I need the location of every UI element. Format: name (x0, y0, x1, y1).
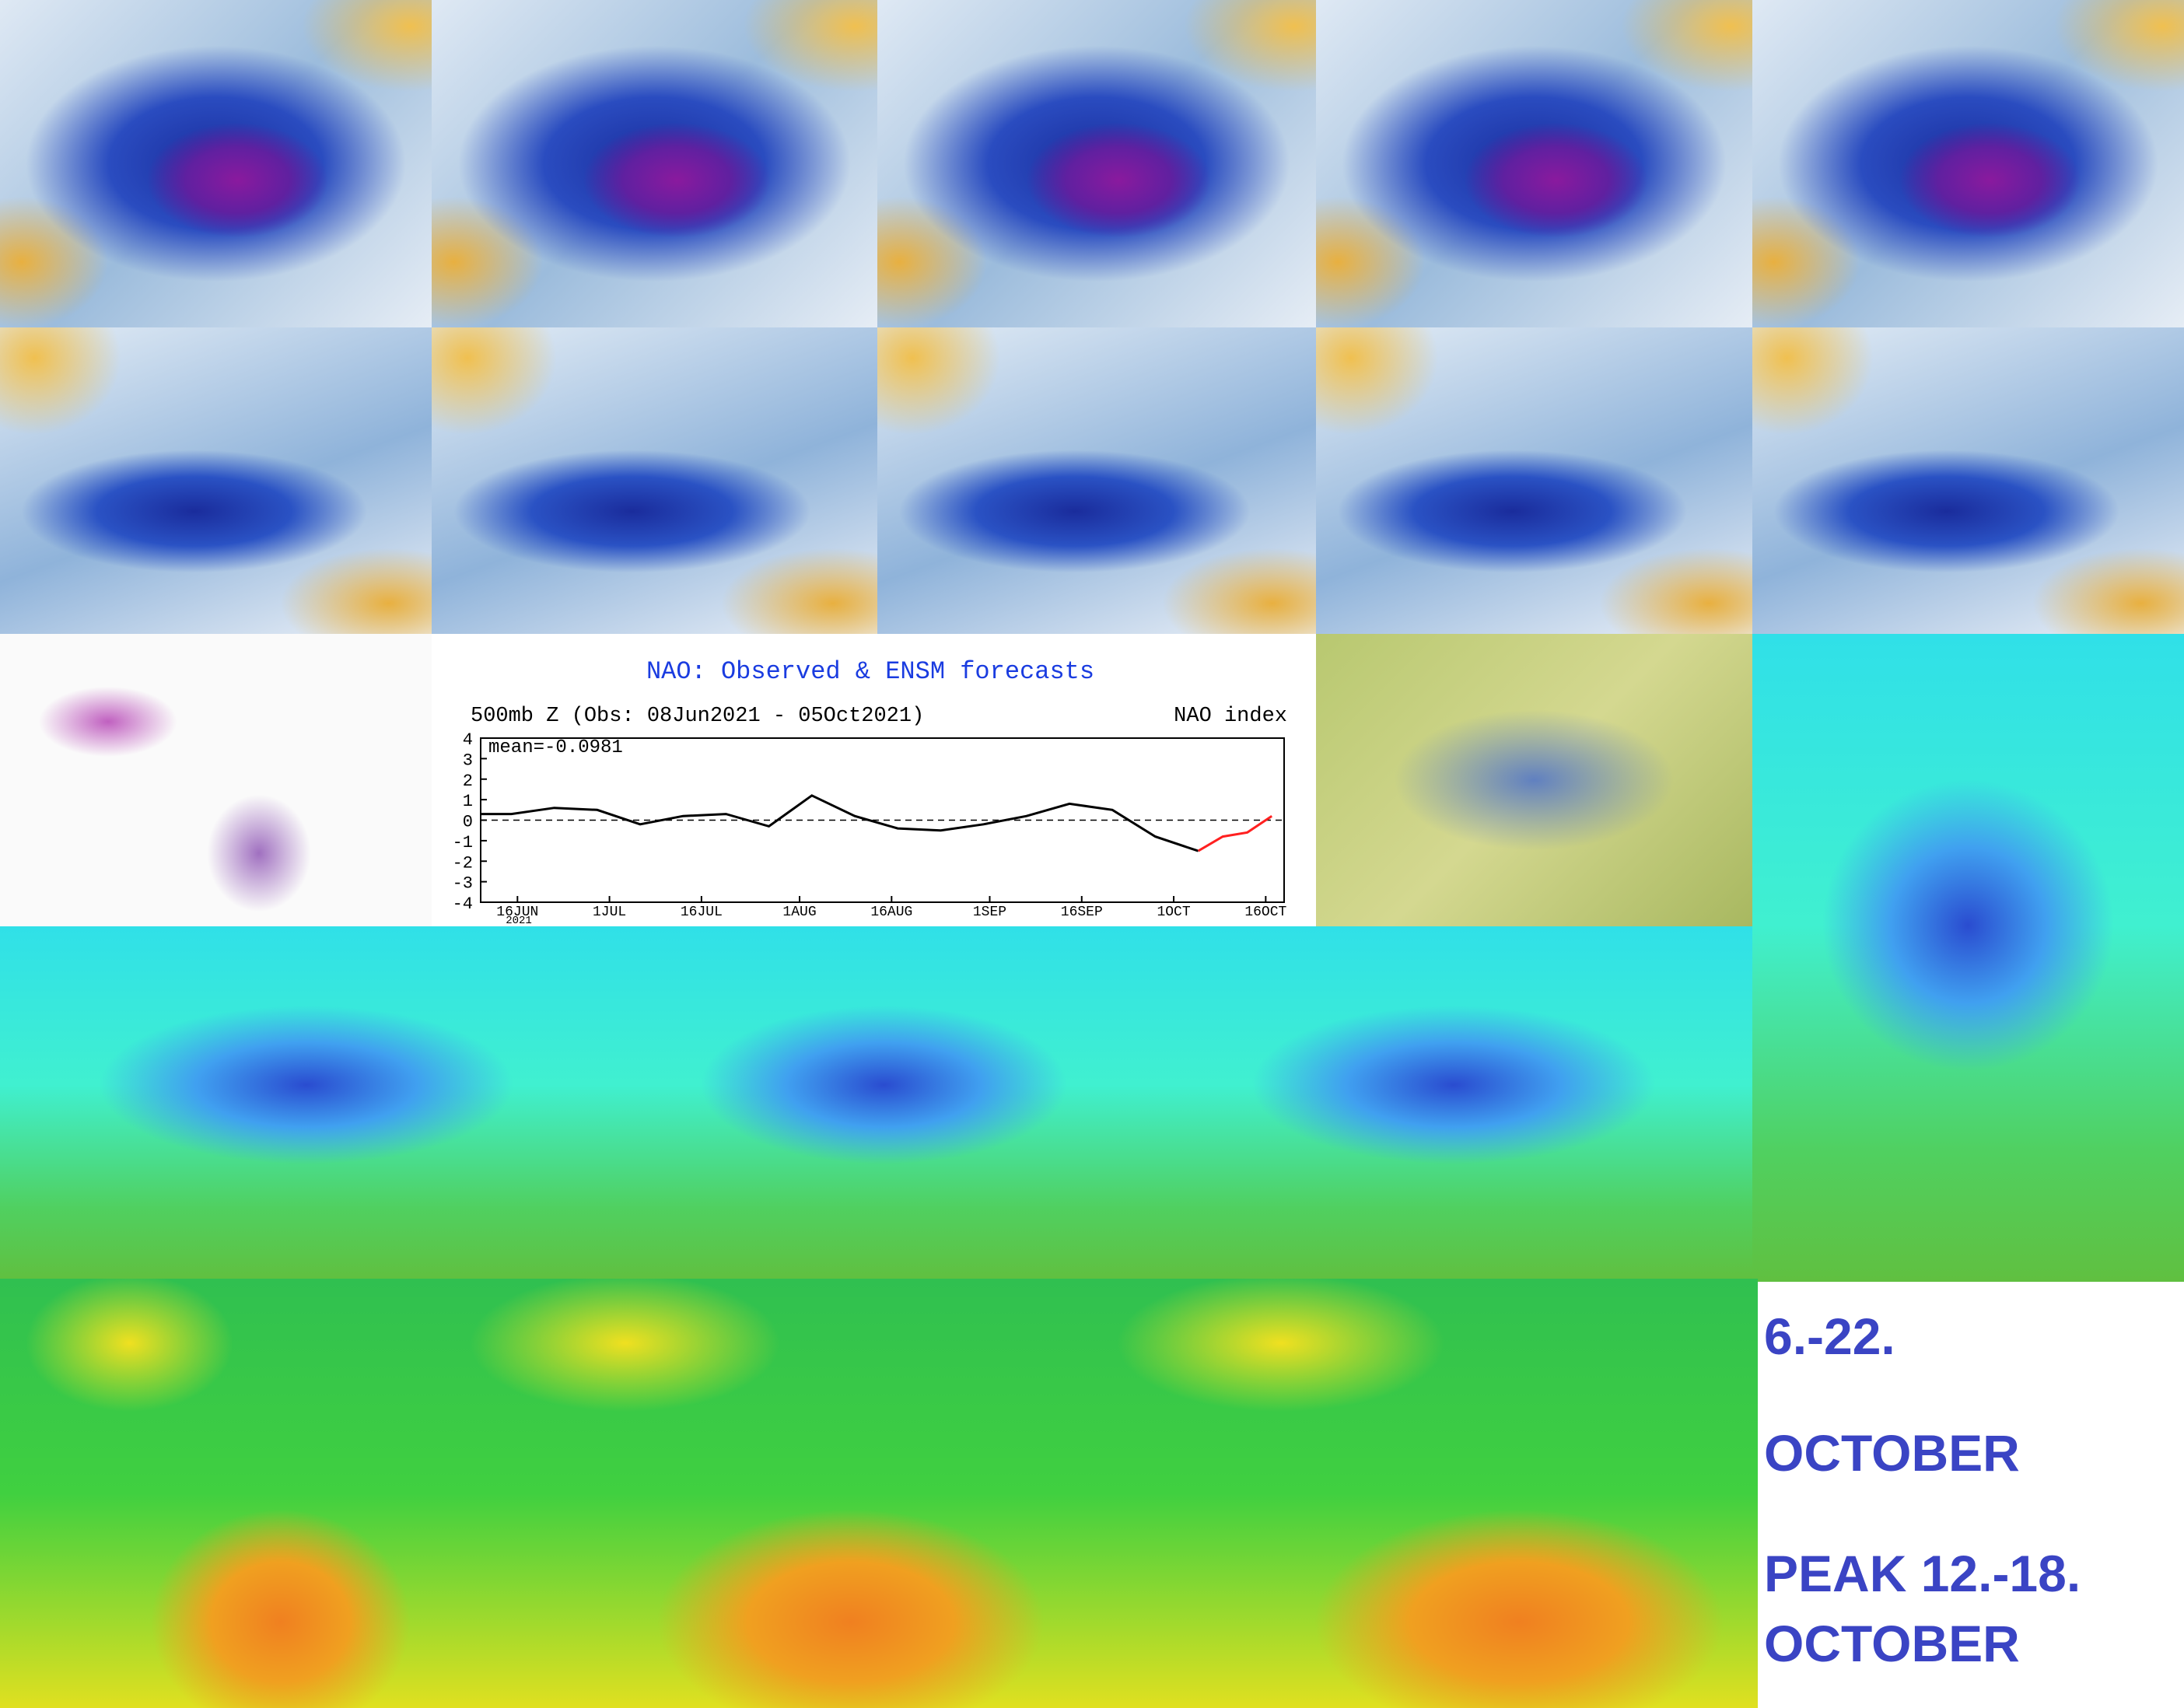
y-tick-label: 2 (463, 772, 473, 791)
snow-map (0, 634, 432, 926)
x-tick-label: 1SEP (973, 905, 1006, 920)
year-label: 2021 (506, 915, 532, 926)
text-line: OCTOBER (1764, 1615, 2020, 1672)
y-tick-label: -1 (453, 833, 473, 852)
series-line (481, 794, 1199, 852)
y-tick-label: -4 (453, 894, 473, 914)
x-tick-label: 16OCT (1244, 905, 1286, 920)
chart-subtitle: 500mb Z (Obs: 08Jun2021 - 05Oct2021) (471, 705, 924, 728)
text-line: 6.-22. (1764, 1307, 1895, 1365)
map-panel (1076, 1279, 1758, 1708)
nao-chart: NAO: Observed & ENSM forecasts 500mb Z (… (432, 634, 1309, 926)
y-tick-label: 4 (463, 730, 473, 750)
map-panel (877, 0, 1316, 327)
y-tick-label: -3 (453, 874, 473, 894)
x-tick-label: 16JUL (681, 905, 723, 920)
map-panel (877, 327, 1316, 634)
text-line: PEAK 12.-18. (1764, 1545, 2081, 1602)
map-panel (613, 926, 1155, 1279)
map-panel (0, 327, 432, 634)
x-tick-label: 1AUG (782, 905, 816, 920)
map-panel (0, 1279, 432, 1708)
x-tick-label: 16AUG (870, 905, 912, 920)
satellite-map (1316, 634, 1752, 926)
map-panel (0, 0, 432, 327)
x-tick-label: 1JUL (593, 905, 626, 920)
map-panel (0, 926, 613, 1279)
y-tick-label: -2 (453, 853, 473, 873)
chart-title: NAO: Observed & ENSM forecasts (646, 657, 1094, 686)
x-tick-label: 1OCT (1157, 905, 1190, 920)
map-panel (432, 1279, 1076, 1708)
map-panel (432, 0, 877, 327)
chart-background (432, 634, 1309, 926)
text-line: OCTOBER (1764, 1424, 2020, 1482)
y-tick-label: 0 (463, 813, 473, 832)
annotation: mean=-0.0981 (488, 737, 623, 758)
map-panel (432, 327, 877, 634)
map-panel (1752, 327, 2184, 634)
x-tick-label: 16SEP (1061, 905, 1103, 920)
y-tick-label: 3 (463, 751, 473, 770)
y-tick-label: 1 (463, 792, 473, 811)
map-panel (1752, 0, 2184, 327)
map-panel (1316, 0, 1752, 327)
series-line (1197, 814, 1273, 852)
x-tick-label: 16JUN (496, 905, 538, 920)
map-panel (1155, 926, 1752, 1279)
map-panel (1752, 634, 2184, 1282)
y-axis-label: NAO index (1174, 705, 1287, 728)
map-panel (1316, 327, 1752, 634)
